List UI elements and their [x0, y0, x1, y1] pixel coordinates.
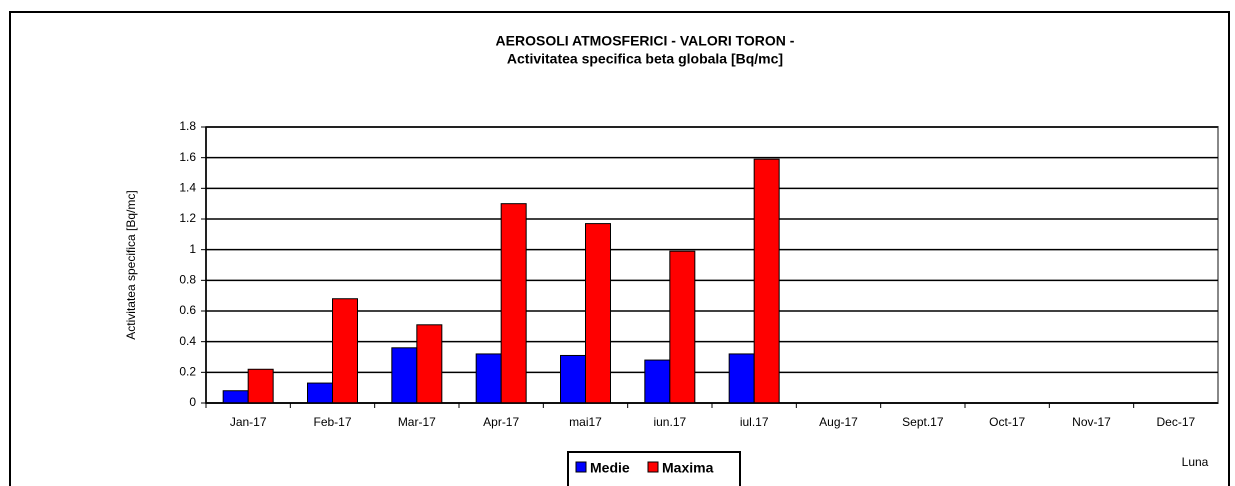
chart-title: AEROSOLI ATMOSFERICI - VALORI TORON - — [496, 33, 795, 49]
bar — [416, 324, 443, 404]
bar — [247, 368, 274, 404]
bar — [500, 203, 527, 404]
bar — [669, 250, 696, 404]
bar — [753, 158, 780, 404]
y-axis-label: Activitatea specifica [Bq/mc] — [124, 190, 138, 339]
x-tick-label: Nov-17 — [1072, 415, 1111, 429]
y-tick-label: 0.8 — [179, 273, 196, 287]
bar — [644, 359, 671, 404]
y-tick-label: 0.6 — [179, 303, 196, 317]
y-tick-label: 1.6 — [179, 150, 196, 164]
legend-swatch — [575, 461, 587, 473]
x-tick-label: iul.17 — [740, 415, 769, 429]
y-tick-label: 0.2 — [179, 365, 196, 379]
y-tick-label: 1.2 — [179, 211, 196, 225]
bar — [332, 298, 358, 404]
x-tick-label: Oct-17 — [989, 415, 1025, 429]
x-tick-label: Sept.17 — [902, 415, 944, 429]
y-tick-label: 0 — [189, 395, 196, 409]
bar — [222, 390, 249, 404]
y-tick-label: 1 — [189, 242, 196, 256]
y-tick-label: 1.8 — [179, 119, 196, 133]
legend-label: Medie — [590, 460, 630, 476]
x-tick-label: mai17 — [569, 415, 602, 429]
legend-label: Maxima — [662, 460, 714, 476]
chart-subtitle: Activitatea specifica beta globala [Bq/m… — [507, 51, 783, 67]
x-tick-label: Mar-17 — [398, 415, 436, 429]
x-tick-label: iun.17 — [653, 415, 686, 429]
bar — [728, 353, 755, 404]
y-tick-label: 1.4 — [179, 181, 196, 195]
y-tick-label: 0.4 — [179, 334, 196, 348]
legend-swatch — [647, 461, 659, 473]
x-axis-label: Luna — [1182, 455, 1209, 469]
bar — [391, 347, 418, 404]
bar — [560, 354, 586, 404]
x-tick-label: Apr-17 — [483, 415, 519, 429]
x-tick-label: Aug-17 — [819, 415, 858, 429]
x-tick-label: Jan-17 — [230, 415, 267, 429]
x-tick-label: Dec-17 — [1156, 415, 1195, 429]
x-tick-label: Feb-17 — [313, 415, 351, 429]
bar — [307, 382, 333, 404]
bar — [585, 223, 611, 404]
bar — [475, 353, 502, 404]
